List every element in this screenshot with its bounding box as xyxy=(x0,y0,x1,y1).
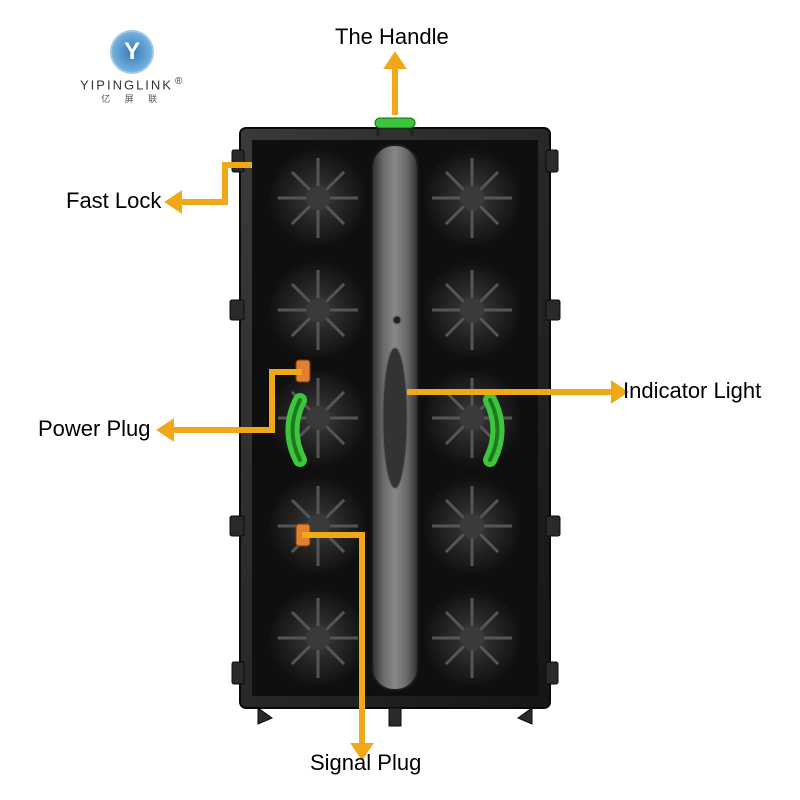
arrow-powerplug-line xyxy=(167,372,302,430)
callout-indicator: Indicator Light xyxy=(623,378,761,404)
callout-signalplug: Signal Plug xyxy=(310,750,421,776)
callout-fastlock: Fast Lock xyxy=(66,188,161,214)
arrow-signalplug xyxy=(302,535,362,750)
arrow-fastlock-line xyxy=(175,165,252,202)
callout-powerplug: Power Plug xyxy=(38,416,151,442)
callout-handle: The Handle xyxy=(335,24,449,50)
